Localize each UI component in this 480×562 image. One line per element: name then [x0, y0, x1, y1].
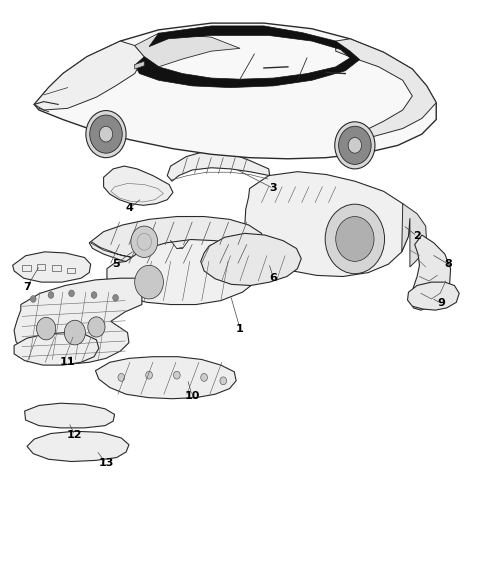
Circle shape — [118, 374, 125, 382]
Polygon shape — [107, 239, 263, 305]
Text: 13: 13 — [98, 458, 114, 468]
Bar — [22, 265, 31, 271]
Circle shape — [131, 226, 157, 257]
Text: 11: 11 — [60, 357, 75, 368]
Circle shape — [99, 126, 113, 142]
Circle shape — [48, 292, 54, 298]
Polygon shape — [104, 166, 173, 205]
Text: 1: 1 — [236, 324, 244, 334]
Text: 7: 7 — [23, 282, 31, 292]
Polygon shape — [408, 282, 459, 310]
Polygon shape — [14, 333, 99, 365]
Polygon shape — [336, 39, 436, 140]
Circle shape — [348, 138, 361, 153]
Polygon shape — [96, 357, 236, 398]
Polygon shape — [89, 216, 263, 267]
Circle shape — [220, 377, 227, 385]
Bar — [52, 265, 61, 271]
Circle shape — [86, 111, 126, 158]
Circle shape — [36, 318, 56, 340]
Circle shape — [201, 374, 207, 382]
Circle shape — [173, 371, 180, 379]
Polygon shape — [91, 242, 263, 261]
Text: 9: 9 — [437, 298, 445, 309]
Polygon shape — [27, 431, 129, 461]
Polygon shape — [245, 171, 410, 277]
Text: 8: 8 — [444, 259, 452, 269]
Text: 10: 10 — [184, 391, 200, 401]
Text: 3: 3 — [270, 184, 277, 193]
Text: 2: 2 — [413, 231, 421, 241]
Text: 6: 6 — [270, 273, 277, 283]
Text: 5: 5 — [112, 259, 120, 269]
Circle shape — [336, 216, 374, 261]
Circle shape — [335, 122, 375, 169]
Circle shape — [135, 265, 163, 299]
Polygon shape — [135, 26, 360, 88]
Circle shape — [69, 290, 74, 297]
Polygon shape — [12, 252, 91, 282]
Polygon shape — [24, 403, 115, 428]
Polygon shape — [135, 61, 144, 69]
Polygon shape — [167, 151, 270, 181]
Polygon shape — [34, 41, 144, 110]
Circle shape — [88, 317, 105, 337]
Polygon shape — [135, 33, 240, 67]
Polygon shape — [14, 278, 142, 364]
Text: 12: 12 — [67, 430, 83, 440]
Circle shape — [325, 204, 384, 274]
Circle shape — [64, 320, 85, 345]
Circle shape — [146, 371, 153, 379]
Circle shape — [338, 126, 371, 165]
Text: 4: 4 — [126, 203, 134, 213]
Bar — [36, 264, 45, 270]
Polygon shape — [201, 233, 301, 285]
Polygon shape — [402, 203, 427, 267]
Polygon shape — [411, 235, 451, 310]
Bar — [67, 268, 75, 273]
Circle shape — [91, 292, 97, 298]
Polygon shape — [34, 23, 436, 159]
Circle shape — [113, 294, 119, 301]
Circle shape — [90, 115, 122, 153]
Circle shape — [30, 296, 36, 302]
